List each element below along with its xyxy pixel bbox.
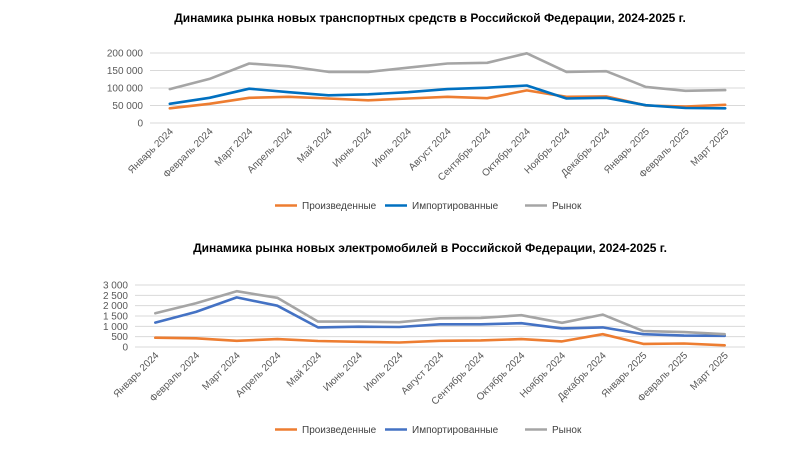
y-tick-label: 1 000 xyxy=(103,322,128,333)
y-tick-label: 0 xyxy=(122,343,128,354)
x-tick-label: Март 2024 xyxy=(200,350,243,393)
y-tick-label: 200 000 xyxy=(107,49,144,60)
y-tick-label: 1 500 xyxy=(103,312,128,323)
y-axis-ticks: 0 50 000 100 000 150 000 200 000 xyxy=(107,49,144,130)
x-tick-label: Март 2024 xyxy=(213,126,256,169)
x-tick-label: Май 2024 xyxy=(295,126,335,166)
vehicle-market-chart: Динамика рынка новых транспортных средст… xyxy=(107,11,745,212)
series-lines xyxy=(168,51,727,110)
x-tick-label: Июнь 2024 xyxy=(321,350,365,394)
x-tick-label: Июнь 2024 xyxy=(331,126,375,170)
legend-label: Произведенные xyxy=(302,201,377,212)
x-tick-label: Март 2025 xyxy=(688,350,731,393)
y-tick-label: 2 000 xyxy=(103,301,128,312)
y-tick-label: 100 000 xyxy=(107,84,144,95)
y-tick-label: 150 000 xyxy=(107,66,144,77)
y-gridlines xyxy=(135,284,745,348)
series-line xyxy=(154,289,727,336)
y-tick-label: 3 000 xyxy=(103,281,128,292)
legend: Произведенные Импортированные Рынок xyxy=(275,425,582,436)
series-line xyxy=(154,296,727,338)
series-line xyxy=(168,51,727,93)
ev-market-chart: Динамика рынка новых электромобилей в Ро… xyxy=(103,241,745,436)
legend: Произведенные Импортированные Рынок xyxy=(275,201,582,212)
x-tick-label: Май 2024 xyxy=(285,350,325,390)
series-line xyxy=(154,332,727,347)
y-tick-label: 2 500 xyxy=(103,291,128,302)
chart-title: Динамика рынка новых электромобилей в Ро… xyxy=(193,241,667,255)
x-tick-label: Июль 2024 xyxy=(362,350,406,394)
legend-label: Произведенные xyxy=(302,425,377,436)
y-tick-label: 0 xyxy=(137,119,143,130)
chart-title: Динамика рынка новых транспортных средст… xyxy=(174,11,686,25)
y-tick-label: 50 000 xyxy=(112,101,143,112)
series-line xyxy=(168,84,727,110)
series-lines xyxy=(154,289,727,347)
legend-label: Импортированные xyxy=(412,425,499,436)
legend-label: Рынок xyxy=(552,425,582,436)
x-tick-label: Март 2025 xyxy=(689,126,732,169)
y-tick-label: 500 xyxy=(111,332,128,343)
legend-label: Импортированные xyxy=(412,201,499,212)
legend-label: Рынок xyxy=(552,201,582,212)
